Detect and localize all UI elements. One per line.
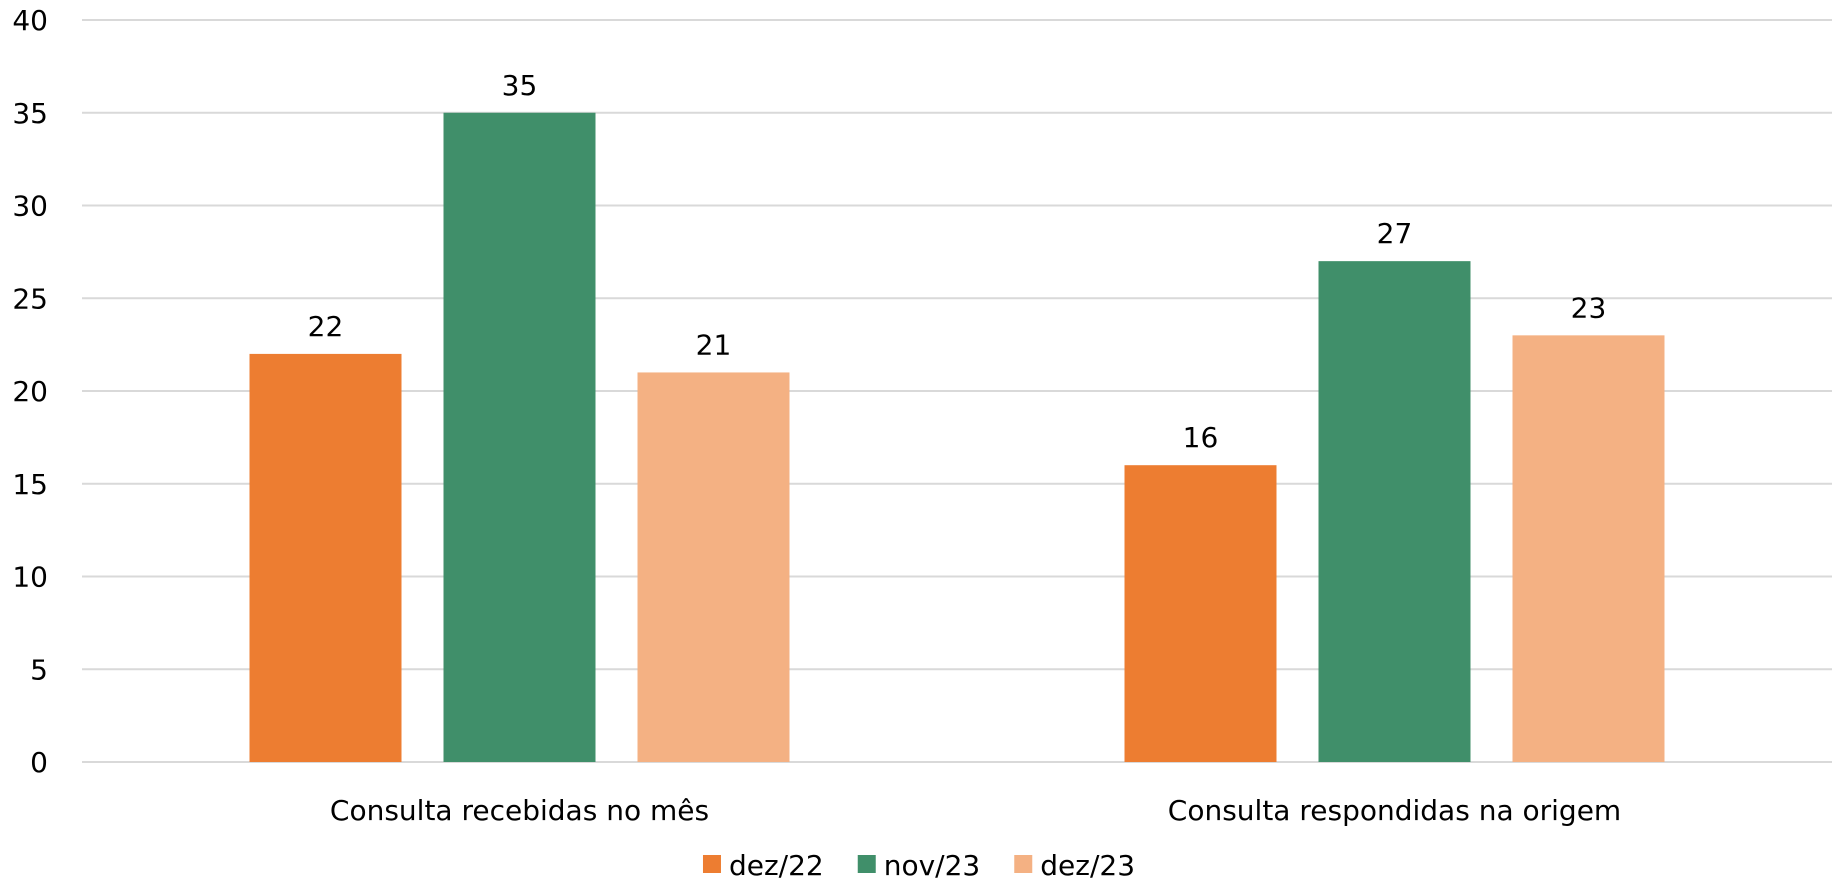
data-label: 23	[1571, 291, 1607, 324]
y-axis-ticks: 0 5 10 15 20 25 30 35 40	[12, 4, 48, 779]
bar-nov-23-cat0	[443, 112, 596, 762]
legend-swatch	[857, 855, 876, 873]
y-tick-label: 35	[12, 97, 48, 130]
legend-item-dez-23: dez/23	[1014, 849, 1135, 882]
bar-dez-22-cat1	[1124, 465, 1277, 762]
y-tick-label: 0	[30, 746, 48, 779]
x-axis-ticks: Consulta recebidas no mês Consulta respon…	[330, 794, 1621, 827]
data-label: 35	[502, 69, 538, 102]
data-label: 22	[308, 310, 344, 343]
y-tick-label: 10	[12, 561, 48, 594]
y-tick-label: 30	[12, 190, 48, 223]
bar-dez-23-cat0	[637, 372, 790, 762]
x-tick-label: Consulta respondidas na origem	[1168, 794, 1621, 827]
data-labels: 22 35 21 16 27 23	[308, 69, 1607, 454]
legend-label: nov/23	[884, 849, 981, 882]
y-tick-label: 25	[12, 282, 48, 315]
legend-item-dez-22: dez/22	[702, 849, 824, 882]
legend-label: dez/23	[1040, 849, 1135, 882]
y-tick-label: 5	[30, 653, 48, 686]
y-tick-label: 20	[12, 375, 48, 408]
y-tick-label: 15	[12, 468, 48, 501]
data-label: 27	[1377, 217, 1413, 250]
legend-swatch	[1014, 855, 1033, 873]
legend-label: dez/22	[729, 849, 824, 882]
y-tick-label: 40	[12, 4, 48, 37]
bar-dez-23-cat1	[1512, 335, 1665, 762]
legend-swatch	[702, 855, 721, 873]
legend: dez/22 nov/23 dez/23	[702, 849, 1135, 882]
x-tick-label: Consulta recebidas no mês	[330, 794, 709, 827]
legend-item-nov-23: nov/23	[857, 849, 981, 882]
data-label: 21	[696, 328, 732, 361]
data-label: 16	[1183, 421, 1219, 454]
bar-nov-23-cat1	[1318, 261, 1471, 762]
bars	[249, 112, 1665, 762]
bar-dez-22-cat0	[249, 353, 402, 762]
